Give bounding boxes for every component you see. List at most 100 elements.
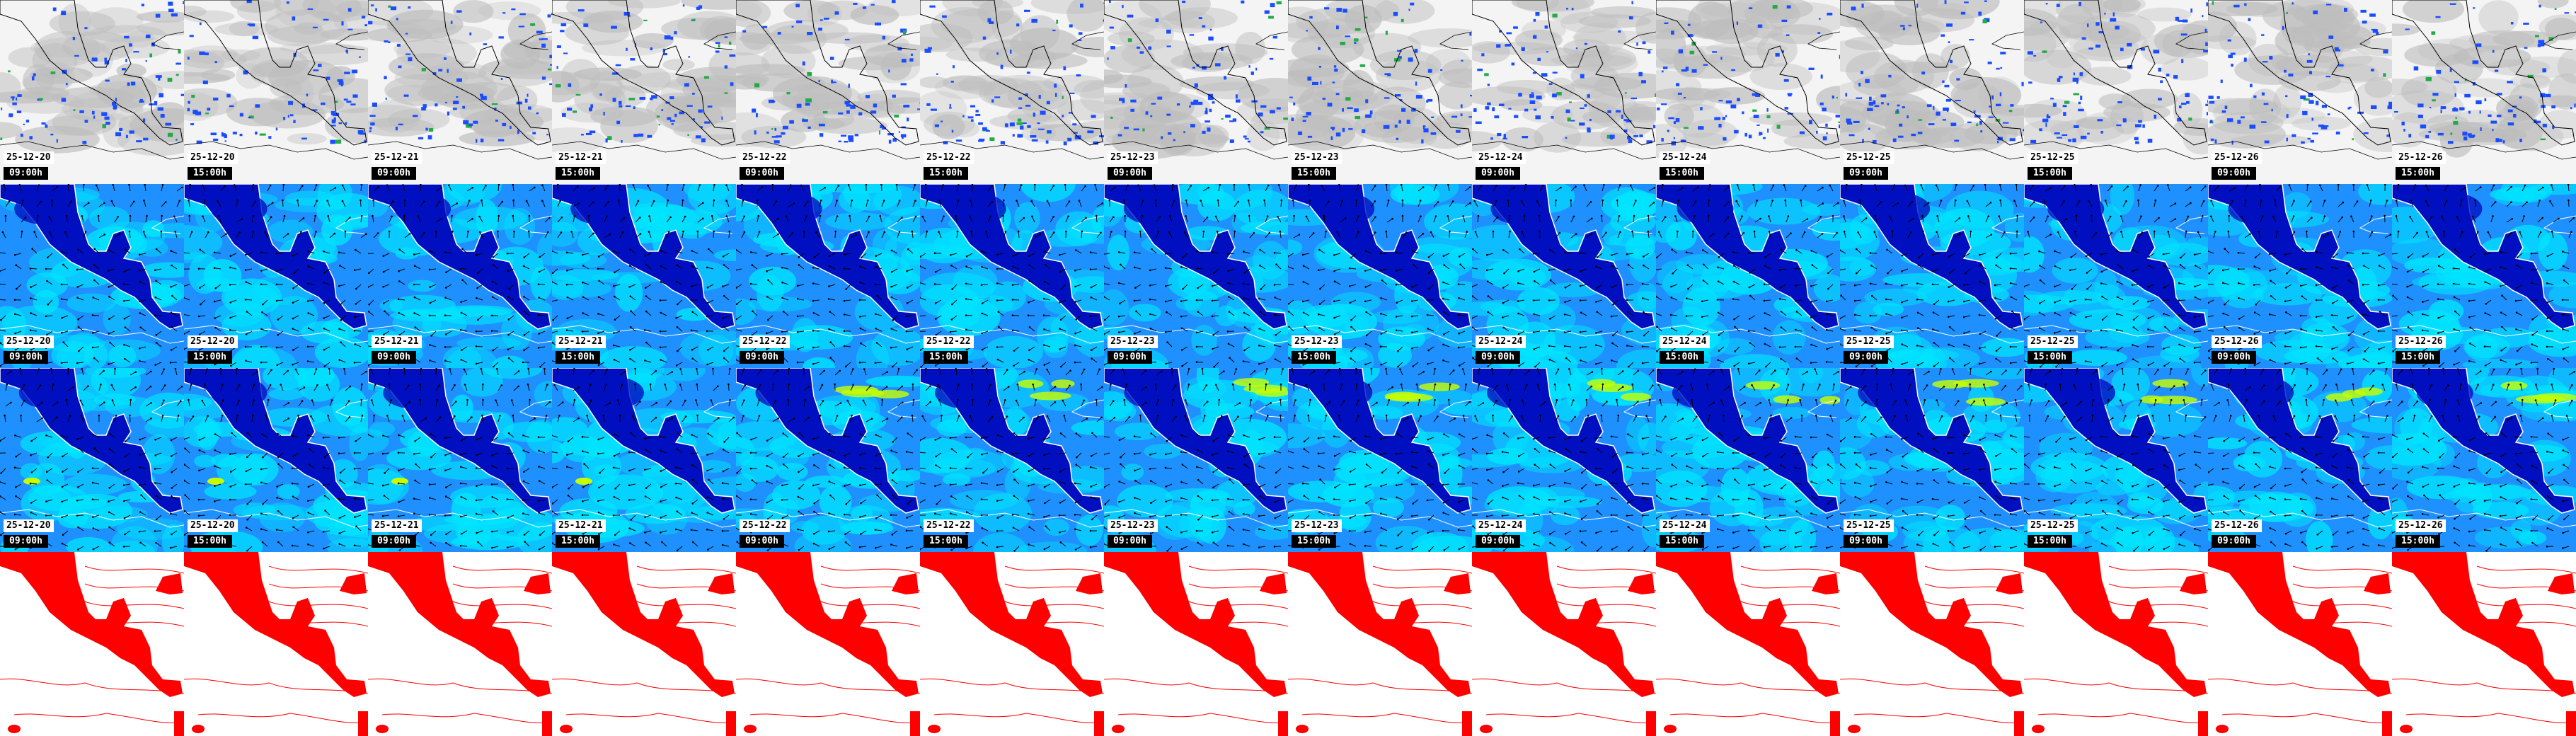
precip-cell	[2432, 93, 2439, 96]
wind-arrow	[1060, 315, 1066, 321]
cloud-patch	[2103, 0, 2141, 12]
map-tile[interactable]: 25-12-26 09:00h	[2208, 0, 2392, 184]
map-tile[interactable]: 25-12-24 09:00h	[1472, 0, 1656, 184]
map-tile[interactable]: 25-12-24 15:00h	[1656, 184, 1840, 368]
precip-cell	[1221, 117, 1224, 120]
wind-arrow	[1487, 268, 1494, 271]
wind-field	[233, 502, 276, 518]
map-tile[interactable]: 25-12-22 09:00h	[736, 0, 920, 184]
map-tile[interactable]: 25-12-26 15:00h	[2392, 0, 2576, 184]
precip-cell	[1408, 57, 1413, 62]
map-tile[interactable]: 25-12-20 09:00h	[0, 368, 184, 552]
precip-cell	[917, 108, 920, 110]
map-tile[interactable]: 25-12-20 09:00h	[0, 0, 184, 184]
map-tile[interactable]: 25-12-24 15:00h	[1656, 0, 1840, 184]
precip-cell	[2468, 135, 2475, 138]
map-tile[interactable]: 25-12-21 15:00h	[552, 0, 736, 184]
map-tile[interactable]: 25-12-21 09:00h	[368, 184, 552, 368]
wind-arrow	[2045, 216, 2049, 223]
wind-arrow	[2163, 253, 2170, 255]
precip-cell	[195, 111, 202, 115]
wind-field	[1849, 258, 1875, 276]
precip-cell	[2325, 76, 2331, 78]
precip-cell	[2214, 139, 2217, 144]
wind-arrow	[368, 284, 374, 288]
precip-cell	[1678, 49, 1684, 54]
precip-cell	[1752, 93, 1759, 96]
cloud-patch	[2350, 21, 2386, 38]
wind-arrow	[1013, 362, 1020, 367]
precip-cell	[1671, 30, 1674, 35]
map-tile[interactable]: 25-12-21 09:00h	[368, 0, 552, 184]
precip-cell	[556, 66, 558, 69]
wind-arrow	[741, 231, 745, 238]
map-tile[interactable]: 25-12-25 09:00h	[1840, 0, 2024, 184]
wind-arrow	[907, 268, 914, 272]
wind-arrow	[108, 284, 115, 287]
map-tile[interactable]: 25-12-25 15:00h	[2024, 0, 2208, 184]
wind-arrow	[1633, 200, 1636, 207]
precip-cell	[136, 140, 142, 143]
wind-arrow	[1075, 345, 1082, 347]
map-tile[interactable]: 25-12-22 15:00h	[920, 184, 1104, 368]
map-tile[interactable]: 25-12-25 15:00h	[2024, 184, 2208, 368]
precip-cell	[8, 70, 11, 73]
map-tile[interactable]: 25-12-21 15:00h	[552, 184, 736, 368]
precip-cell	[2203, 50, 2208, 53]
wind-arrow	[2301, 284, 2308, 287]
wind-arrow	[1120, 264, 1126, 270]
wind-arrow	[2332, 299, 2339, 304]
time-label: 09:00h	[4, 167, 48, 180]
wind-arrow	[277, 315, 284, 320]
map-tile[interactable]: 25-12-23 15:00h	[1288, 0, 1472, 184]
wind-arrow	[199, 483, 206, 485]
date-label: 25-12-22	[740, 151, 790, 164]
wind-arrow	[2456, 216, 2461, 223]
wind-arrow	[782, 297, 789, 301]
wind-arrow	[1661, 217, 1666, 223]
wind-arrow	[495, 400, 499, 407]
map-tile[interactable]: 25-12-21 09:00h	[368, 368, 552, 552]
wind-arrow	[15, 435, 22, 438]
wind-arrow	[2253, 284, 2261, 286]
wind-arrow	[1999, 216, 2002, 223]
map-tile[interactable]: 25-12-20 09:00h	[0, 184, 184, 368]
map-tile[interactable]: 25-12-24 09:00h	[1472, 184, 1656, 368]
wind-arrow	[2316, 315, 2323, 318]
wind-arrow	[398, 514, 406, 517]
map-tile[interactable]: 25-12-26 09:00h	[2208, 184, 2392, 368]
wind-arrow	[1671, 314, 1678, 316]
map-tile[interactable]: 25-12-23 09:00h	[1104, 184, 1288, 368]
wind-arrow	[1200, 200, 1204, 207]
map-tile[interactable]: 25-12-20 15:00h	[184, 0, 368, 184]
wind-arrow	[1769, 231, 1771, 238]
wind-arrow	[476, 513, 483, 516]
map-tile[interactable]: 25-12-20 15:00h	[184, 184, 368, 368]
wind-arrow	[1812, 327, 1818, 332]
wind-arrow	[1472, 296, 1478, 301]
wind-arrow	[875, 314, 882, 316]
wind-arrow	[676, 281, 683, 285]
wind-arrow	[736, 315, 742, 320]
map-tile[interactable]: 25-12-22 15:00h	[920, 0, 1104, 184]
wind-arrow	[2410, 200, 2414, 207]
precip-cell	[2288, 73, 2294, 77]
map-tile[interactable]: 25-12-23 09:00h	[1104, 0, 1288, 184]
map-tile[interactable]: 25-12-20 15:00h	[184, 368, 368, 552]
precip-cell	[691, 19, 694, 21]
wind-arrow	[1386, 200, 1389, 207]
wind-arrow	[1091, 284, 1098, 288]
wind-arrow	[1995, 284, 2002, 286]
wind-arrow	[1288, 311, 1294, 316]
map-tile[interactable]: 25-12-22 09:00h	[736, 184, 920, 368]
wind-arrow	[2347, 299, 2354, 302]
precip-cell	[1533, 18, 1536, 22]
wind-arrow	[935, 268, 942, 272]
map-tile[interactable]: 25-12-26 15:00h	[2392, 184, 2576, 368]
cloud-patch	[2173, 118, 2208, 137]
wind-field	[1197, 190, 1236, 222]
wind-arrow	[2333, 326, 2339, 332]
map-tile[interactable]: 25-12-23 15:00h	[1288, 184, 1472, 368]
precip-cell	[728, 41, 732, 45]
map-tile[interactable]: 25-12-25 09:00h	[1840, 184, 2024, 368]
